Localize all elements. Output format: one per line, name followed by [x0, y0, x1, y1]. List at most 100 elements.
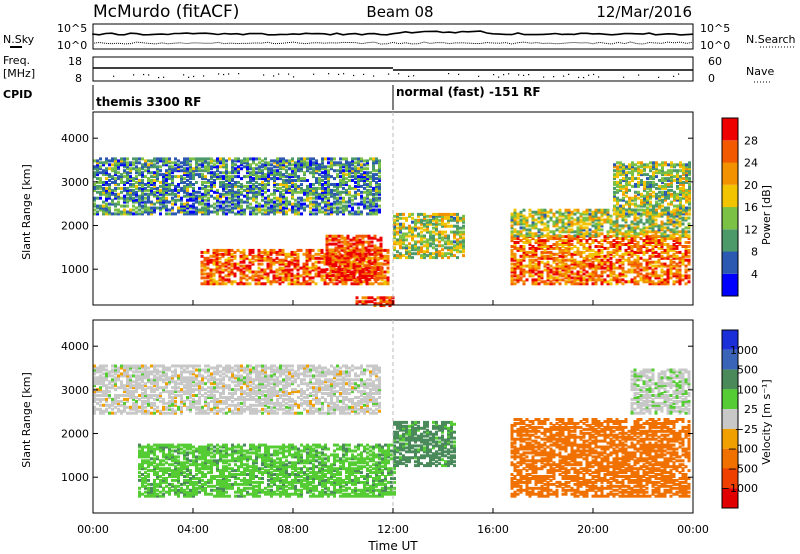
echo-cell: [120, 190, 123, 194]
echo-cell: [358, 252, 362, 256]
echo-cell: [297, 163, 300, 167]
echo-cell: [570, 254, 574, 258]
echo-cell: [537, 272, 541, 276]
echo-cell: [558, 208, 562, 212]
echo-cell: [275, 274, 279, 278]
echo-cell: [642, 232, 646, 236]
echo-cell: [411, 230, 414, 234]
echo-cell: [123, 196, 126, 200]
echo-cell: [171, 171, 174, 175]
echo-cell: [652, 184, 655, 188]
echo-cell: [549, 274, 553, 278]
echo-cell: [597, 226, 601, 230]
echo-cell: [257, 274, 261, 278]
echo-cell: [534, 282, 538, 286]
echo-cell: [402, 222, 405, 226]
echo-cell: [209, 258, 213, 262]
echo-cell: [284, 262, 288, 266]
echo-cell: [267, 171, 270, 175]
echo-cell: [543, 241, 547, 244]
echo-cell: [576, 274, 580, 278]
echo-cell: [552, 224, 556, 228]
echo-cell: [189, 157, 192, 161]
echo-cell: [257, 258, 261, 262]
echo-cell: [588, 234, 592, 238]
echo-cell: [417, 250, 420, 254]
echo-cell: [123, 165, 126, 169]
echo-cell: [513, 272, 517, 276]
echo-cell: [111, 159, 114, 163]
echo-cell: [261, 188, 264, 192]
echo-cell: [380, 278, 384, 282]
echo-cell: [99, 177, 102, 181]
echo-cell: [616, 171, 619, 175]
echo-cell: [209, 260, 213, 264]
echo-cell: [255, 173, 258, 177]
echo-cell: [282, 212, 285, 216]
echo-cell: [654, 232, 658, 236]
echo-cell: [269, 266, 273, 270]
echo-cell: [337, 276, 341, 279]
echo-cell: [423, 240, 426, 244]
echo-cell: [305, 256, 309, 260]
echo-cell: [612, 234, 616, 238]
echo-cell: [622, 210, 625, 214]
echo-cell: [141, 184, 144, 188]
echo-cell: [564, 274, 568, 278]
echo-cell: [334, 276, 338, 279]
echo-cell: [300, 190, 303, 194]
echo-cell: [123, 169, 126, 173]
echo-cell: [258, 157, 261, 161]
echo-cell: [177, 198, 180, 202]
echo-cell: [655, 165, 658, 169]
echo-cell: [366, 194, 369, 198]
echo-cell: [150, 206, 153, 210]
echo-cell: [240, 167, 243, 171]
echo-cell: [308, 266, 312, 270]
echo-cell: [585, 258, 589, 262]
echo-cell: [450, 214, 453, 218]
echo-cell: [213, 181, 216, 184]
echo-cell: [354, 202, 357, 206]
echo-cell: [576, 241, 580, 244]
echo-cell: [558, 272, 562, 276]
echo-cell: [129, 198, 132, 202]
echo-cell: [420, 254, 423, 258]
echo-cell: [609, 262, 613, 266]
echo-cell: [234, 212, 237, 216]
echo-cell: [221, 278, 225, 282]
echo-cell: [213, 163, 216, 167]
echo-cell: [352, 274, 356, 277]
echo-cell: [513, 278, 517, 282]
echo-cell: [327, 171, 330, 175]
echo-cell: [456, 250, 459, 254]
echo-cell: [102, 212, 105, 216]
echo-cell: [111, 175, 114, 179]
echo-cell: [537, 264, 541, 268]
echo-cell: [207, 165, 210, 169]
echo-cell: [375, 169, 378, 173]
echo-cell: [302, 282, 306, 286]
echo-cell: [645, 250, 649, 254]
echo-cell: [129, 167, 132, 171]
echo-cell: [537, 246, 541, 250]
echo-cell: [648, 239, 652, 243]
echo-cell: [639, 220, 643, 224]
echo-cell: [615, 278, 619, 282]
echo-cell: [600, 210, 604, 214]
echo-cell: [675, 237, 679, 241]
echo-cell: [111, 192, 114, 196]
echo-cell: [366, 188, 369, 192]
echo-cell: [221, 280, 225, 284]
echo-cell: [555, 264, 559, 268]
echo-cell: [308, 252, 312, 256]
echo-cell: [147, 177, 150, 181]
echo-cell: [267, 212, 270, 216]
echo-cell: [372, 157, 375, 161]
echo-cell: [513, 252, 517, 256]
echo-cell: [305, 270, 309, 274]
echo-cell: [141, 163, 144, 167]
echo-cell: [369, 198, 372, 202]
echo-cell: [625, 181, 628, 184]
echo-cell: [311, 256, 315, 260]
